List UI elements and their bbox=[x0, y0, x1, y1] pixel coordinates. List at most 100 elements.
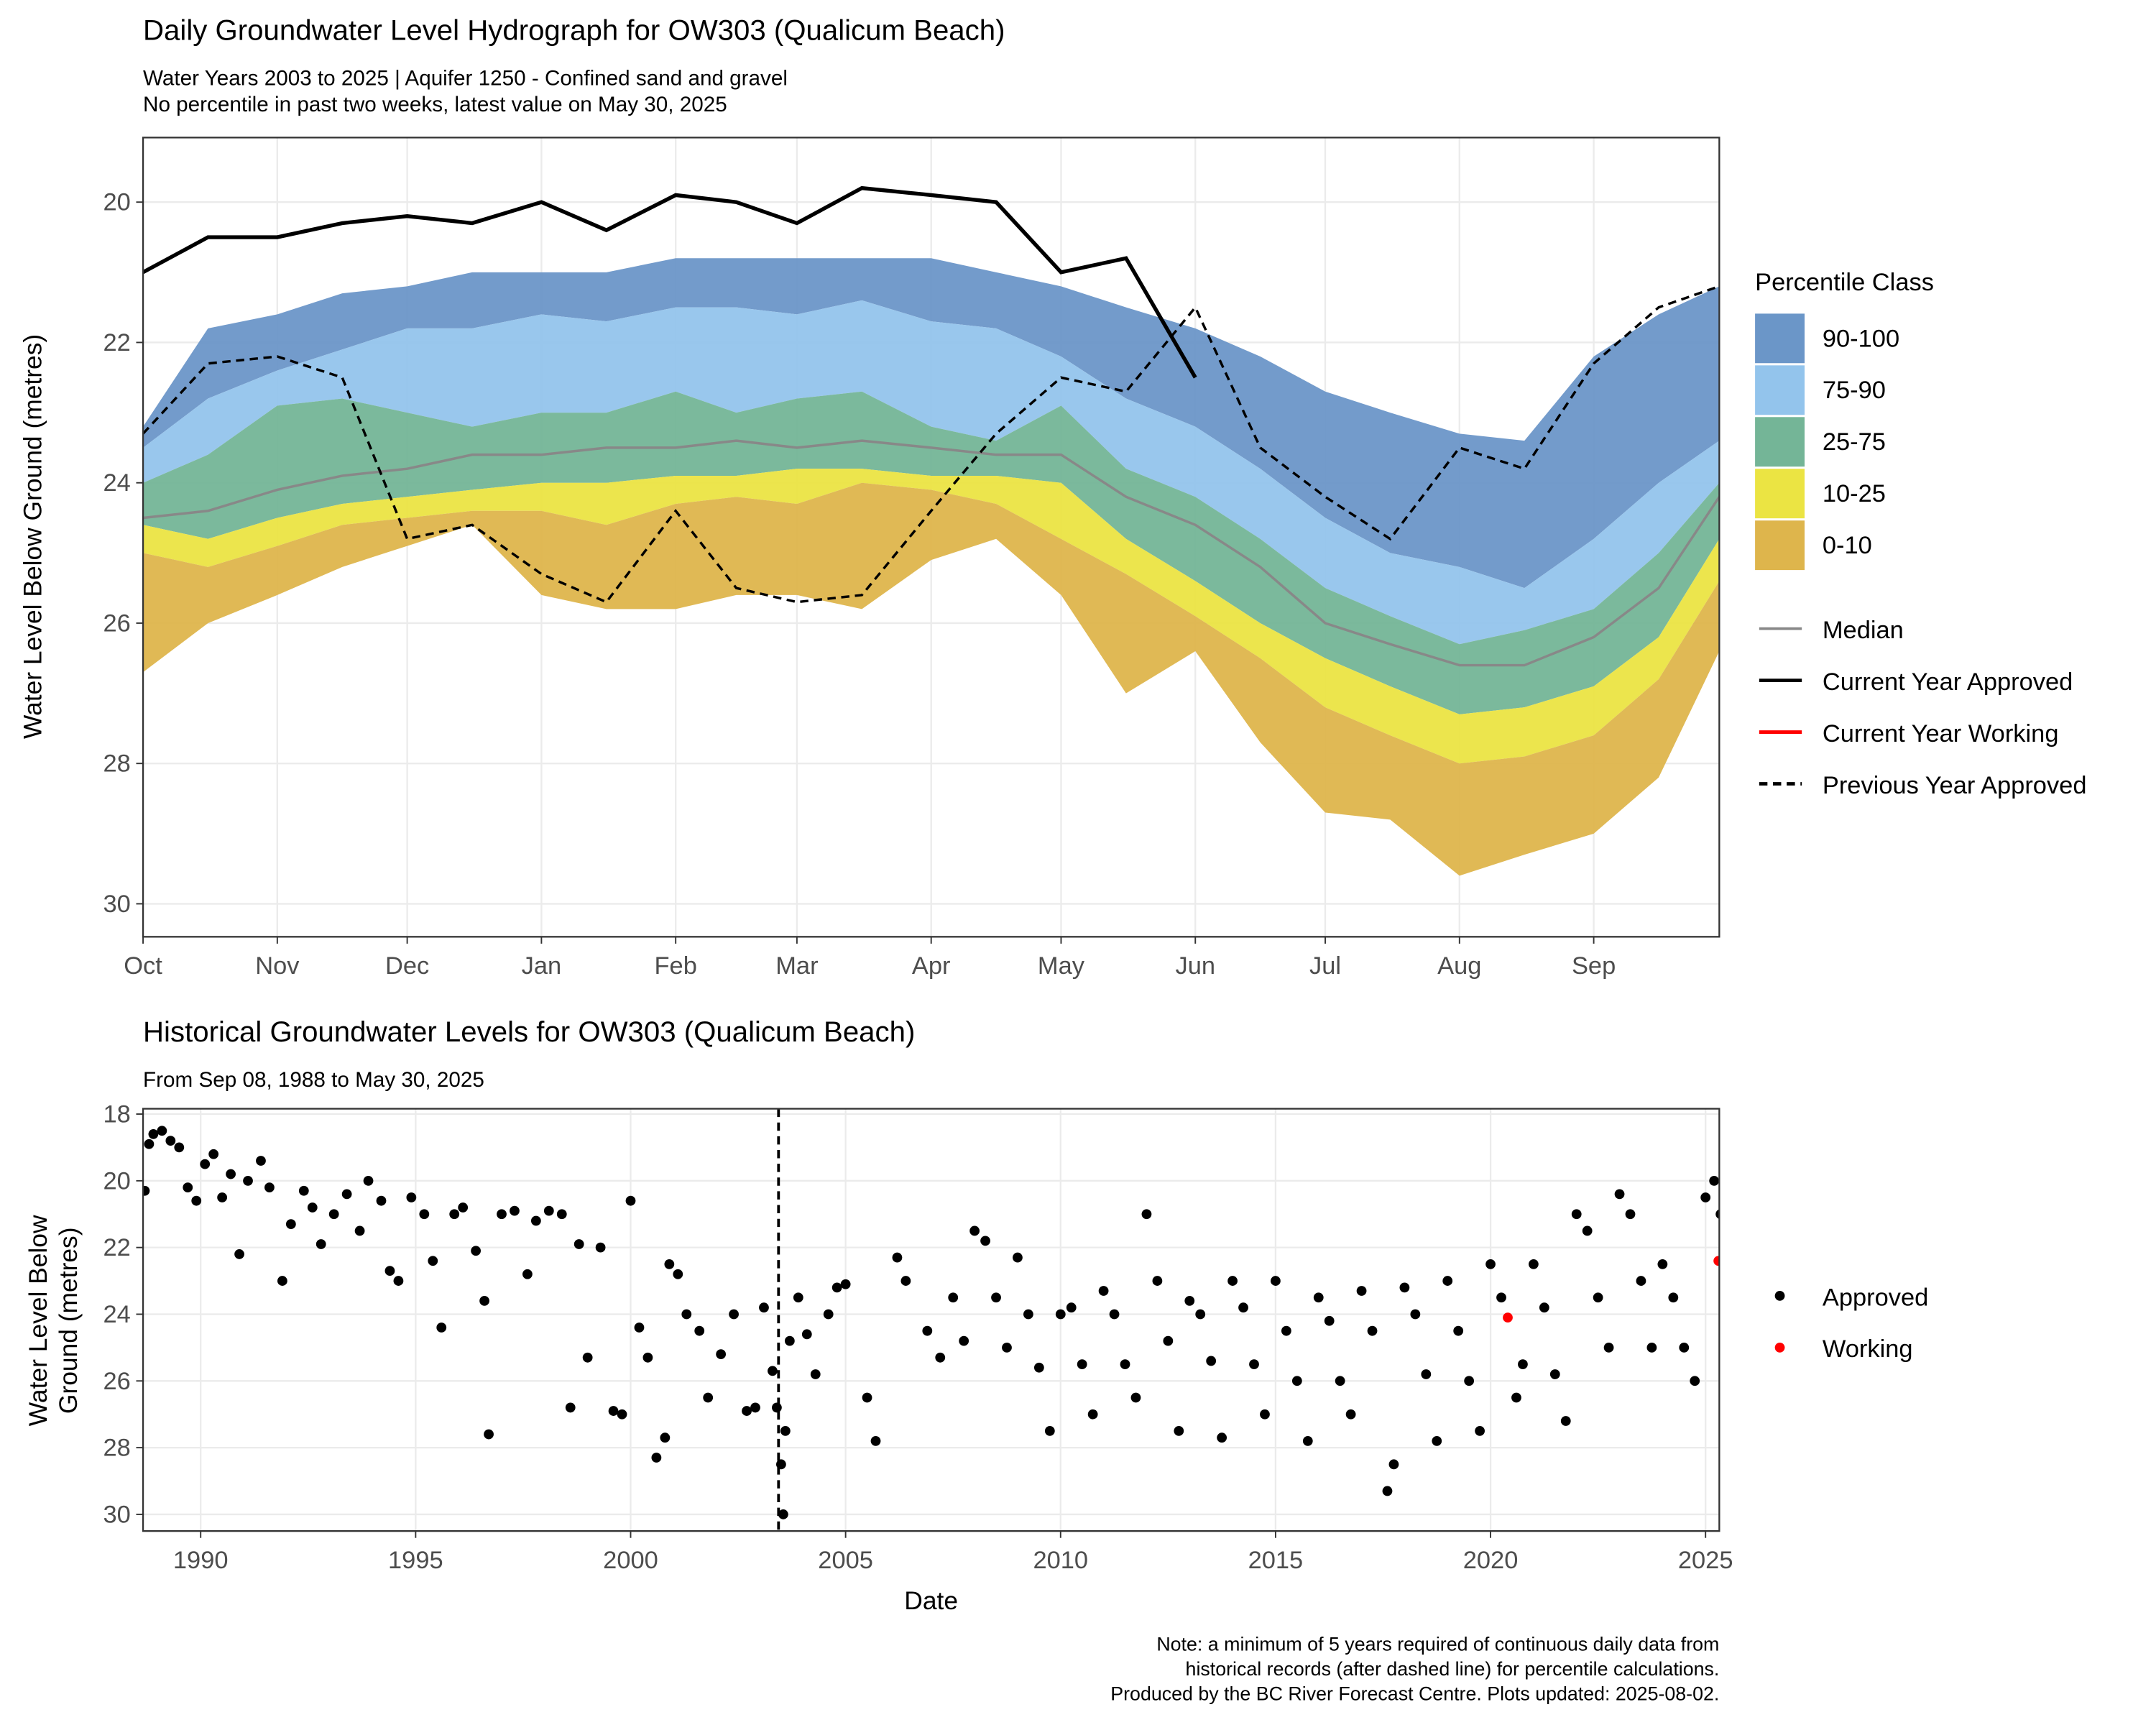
data-point bbox=[226, 1169, 236, 1179]
data-point bbox=[1399, 1282, 1410, 1293]
x-tick-label: 2025 bbox=[1678, 1547, 1733, 1574]
data-point bbox=[174, 1142, 185, 1153]
data-point bbox=[840, 1279, 851, 1289]
legend-label: Median bbox=[1823, 617, 1904, 644]
plot-border bbox=[142, 1108, 1720, 1532]
data-point bbox=[479, 1296, 489, 1306]
data-point bbox=[530, 1215, 541, 1226]
y-tick-label: 30 bbox=[103, 891, 131, 918]
data-point bbox=[497, 1209, 507, 1220]
data-point bbox=[1367, 1325, 1378, 1336]
data-point bbox=[1560, 1416, 1571, 1426]
data-point bbox=[315, 1239, 326, 1249]
data-point bbox=[1324, 1315, 1335, 1326]
data-point bbox=[1690, 1376, 1700, 1386]
data-point bbox=[729, 1309, 739, 1320]
x-tick-label: Jul bbox=[1309, 952, 1341, 980]
y-tick-label: 22 bbox=[103, 1234, 131, 1261]
data-point bbox=[703, 1392, 714, 1403]
percentile-band bbox=[143, 391, 1720, 714]
data-point bbox=[778, 1509, 788, 1519]
data-point bbox=[1098, 1286, 1109, 1296]
data-point bbox=[208, 1149, 219, 1159]
data-point bbox=[980, 1236, 990, 1246]
legend-key bbox=[1774, 1290, 1785, 1301]
x-tick-label: Sep bbox=[1572, 952, 1616, 980]
data-point bbox=[565, 1402, 576, 1413]
legend-label: Previous Year Approved bbox=[1823, 772, 2087, 799]
legend-label: 90-100 bbox=[1823, 325, 1899, 352]
data-point bbox=[191, 1195, 202, 1206]
data-point bbox=[1217, 1432, 1227, 1443]
y-tick-label: 30 bbox=[103, 1501, 131, 1528]
x-tick-label: 2010 bbox=[1033, 1547, 1088, 1574]
data-point bbox=[1302, 1435, 1313, 1446]
x-tick-label: Aug bbox=[1437, 952, 1481, 980]
percentile-band bbox=[143, 469, 1720, 764]
data-point bbox=[1713, 1256, 1720, 1266]
data-point bbox=[419, 1209, 430, 1220]
data-point bbox=[1636, 1276, 1646, 1286]
data-point bbox=[341, 1189, 352, 1200]
data-point bbox=[1260, 1409, 1270, 1420]
x-tick-label: 1995 bbox=[388, 1547, 443, 1574]
data-point bbox=[428, 1256, 438, 1266]
data-point bbox=[1571, 1209, 1582, 1220]
data-point bbox=[742, 1406, 752, 1416]
x-tick-label: Jun bbox=[1175, 952, 1215, 980]
data-point bbox=[376, 1195, 387, 1206]
data-point bbox=[1013, 1252, 1023, 1263]
data-point bbox=[776, 1459, 786, 1470]
plot-area bbox=[143, 185, 1720, 876]
data-point bbox=[642, 1352, 653, 1363]
data-point bbox=[664, 1259, 675, 1269]
data-point bbox=[556, 1209, 567, 1220]
legend-label: Current Year Approved bbox=[1823, 668, 2073, 696]
data-point bbox=[1582, 1225, 1593, 1236]
data-point bbox=[870, 1435, 881, 1446]
data-point bbox=[484, 1429, 494, 1440]
data-point bbox=[1249, 1359, 1259, 1369]
data-point bbox=[595, 1242, 606, 1253]
data-point bbox=[1044, 1426, 1055, 1436]
y-axis-label: Water Level Below Ground (metres) bbox=[18, 334, 47, 739]
legend-key bbox=[1755, 417, 1805, 467]
y-tick-label: 18 bbox=[103, 1100, 131, 1128]
subtitle: No percentile in past two weeks, latest … bbox=[143, 93, 727, 116]
x-tick-label: May bbox=[1038, 952, 1085, 980]
data-point bbox=[1174, 1426, 1184, 1436]
data-point bbox=[471, 1246, 482, 1256]
data-point bbox=[617, 1409, 627, 1420]
y-tick-label: 28 bbox=[103, 1435, 131, 1462]
data-point bbox=[363, 1175, 374, 1186]
data-point bbox=[1503, 1312, 1513, 1323]
data-point bbox=[759, 1302, 769, 1313]
x-tick-label: Dec bbox=[385, 952, 429, 980]
data-point bbox=[543, 1205, 554, 1216]
data-point bbox=[217, 1192, 228, 1202]
data-point bbox=[1077, 1359, 1087, 1369]
data-point bbox=[969, 1225, 980, 1236]
subtitle: Water Years 2003 to 2025 | Aquifer 1250 … bbox=[143, 67, 788, 91]
data-point bbox=[1511, 1392, 1521, 1403]
data-point bbox=[900, 1276, 911, 1286]
legend-label: 0-10 bbox=[1823, 532, 1872, 559]
data-point bbox=[1195, 1309, 1206, 1320]
data-point bbox=[307, 1202, 318, 1213]
data-point bbox=[1271, 1276, 1281, 1286]
data-point bbox=[522, 1269, 533, 1279]
percentile-band bbox=[143, 300, 1720, 645]
note: historical records (after dashed line) f… bbox=[1186, 1658, 1720, 1680]
legend-key bbox=[1755, 313, 1805, 364]
data-point bbox=[1238, 1302, 1248, 1313]
data-point bbox=[1700, 1192, 1711, 1202]
data-point bbox=[1055, 1309, 1066, 1320]
data-point bbox=[1120, 1359, 1130, 1369]
data-point bbox=[1023, 1309, 1033, 1320]
x-tick-label: 2000 bbox=[603, 1547, 658, 1574]
data-point bbox=[1496, 1292, 1506, 1303]
data-point bbox=[200, 1159, 211, 1169]
data-point bbox=[384, 1266, 395, 1276]
data-point bbox=[694, 1325, 705, 1336]
